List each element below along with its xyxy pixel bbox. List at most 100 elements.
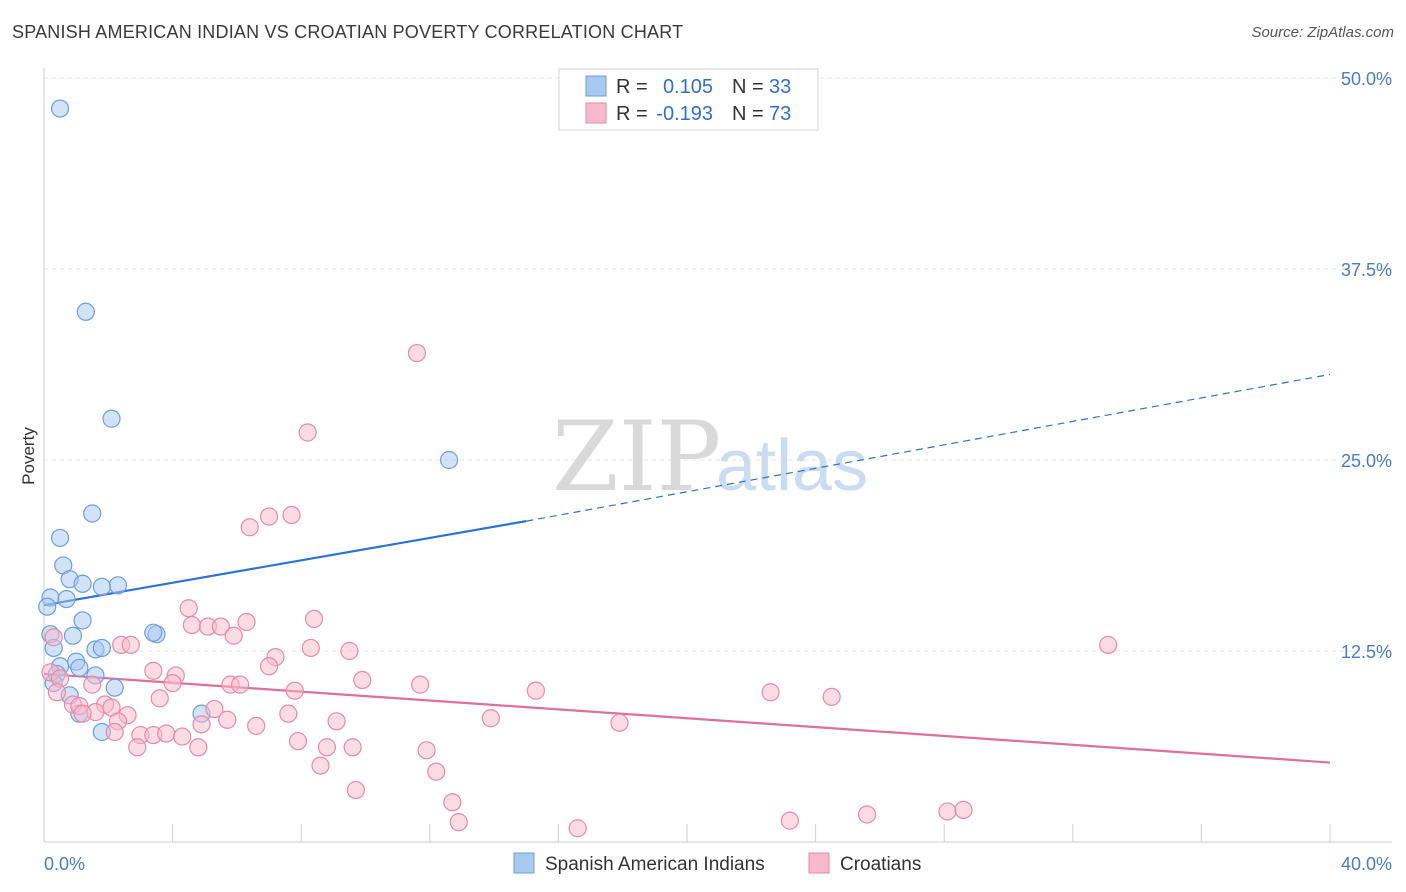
axes xyxy=(43,68,1392,843)
bottom-legend-label: Spanish American Indians xyxy=(545,854,765,875)
point-croatians xyxy=(353,670,372,690)
legend: R = 0.105 N = 33 R = -0.193 N = 73 xyxy=(558,68,819,131)
legend-n-value: 33 xyxy=(769,76,791,98)
point-spanish-american-indians xyxy=(105,678,124,697)
chart-title: SPANISH AMERICAN INDIAN VS CROATIAN POVE… xyxy=(12,22,684,42)
point-spanish-american-indians xyxy=(57,589,76,609)
point-croatians xyxy=(144,661,163,680)
point-croatians xyxy=(73,704,92,723)
source-label: Source: ZipAtlas.com xyxy=(1251,24,1394,41)
point-croatians xyxy=(343,738,362,757)
point-spanish-american-indians xyxy=(38,597,57,616)
bottom-legend-swatch xyxy=(808,852,830,874)
point-croatians xyxy=(179,599,198,618)
watermark-atlas: atlas xyxy=(716,426,868,506)
point-croatians xyxy=(205,699,224,719)
bottom-legend-swatch xyxy=(513,852,535,874)
point-croatians xyxy=(247,716,266,735)
legend-swatch xyxy=(585,75,607,97)
point-spanish-american-indians xyxy=(83,504,102,523)
point-croatians xyxy=(857,805,877,824)
trend-line-projection xyxy=(526,373,1331,522)
point-spanish-american-indians xyxy=(73,611,92,630)
x-tick-label: 0.0% xyxy=(44,854,85,874)
point-croatians xyxy=(157,724,176,743)
point-spanish-american-indians xyxy=(92,577,111,596)
point-spanish-american-indians xyxy=(76,302,95,321)
bottom-legend-label: Croatians xyxy=(840,854,921,875)
data-points xyxy=(38,99,1118,838)
y-tick-label: 37.5% xyxy=(1341,260,1392,280)
point-croatians xyxy=(189,738,208,757)
legend-r-label: R = xyxy=(616,76,648,98)
point-croatians xyxy=(211,617,230,636)
legend-n-value: 73 xyxy=(769,103,791,125)
point-croatians xyxy=(224,626,243,645)
tick-labels: 12.5% 25.0% 37.5% 50.0% 0.0% 40.0% xyxy=(44,69,1392,874)
grid-lines xyxy=(44,77,1392,652)
y-axis-label: Poverty xyxy=(19,427,38,485)
point-croatians xyxy=(417,741,436,760)
point-croatians xyxy=(237,612,256,632)
point-croatians xyxy=(259,657,279,676)
point-croatians xyxy=(105,722,124,742)
point-croatians xyxy=(317,738,337,757)
point-croatians xyxy=(83,675,102,694)
y-tick-label: 12.5% xyxy=(1341,642,1392,662)
y-tick-label: 25.0% xyxy=(1341,451,1392,471)
point-croatians xyxy=(279,704,298,723)
point-croatians xyxy=(304,609,324,629)
legend-n-label: N = xyxy=(732,76,764,98)
trend-line-croatians xyxy=(43,672,1331,764)
point-croatians xyxy=(411,675,430,694)
point-croatians xyxy=(121,635,140,654)
point-croatians xyxy=(150,689,169,708)
point-croatians xyxy=(610,713,629,732)
point-croatians xyxy=(182,615,201,635)
point-croatians xyxy=(346,780,365,800)
legend-r-value: -0.193 xyxy=(656,103,713,125)
point-spanish-american-indians xyxy=(144,623,163,642)
point-croatians xyxy=(259,507,279,526)
legend-r-value: 0.105 xyxy=(663,76,713,98)
point-croatians xyxy=(1099,635,1118,654)
point-croatians xyxy=(427,762,446,781)
legend-swatch xyxy=(585,102,607,124)
point-croatians xyxy=(298,423,317,442)
point-croatians xyxy=(128,738,147,757)
point-spanish-american-indians xyxy=(70,658,89,677)
point-croatians xyxy=(568,819,587,838)
legend-n-label: N = xyxy=(732,103,764,125)
point-spanish-american-indians xyxy=(50,528,70,548)
point-croatians xyxy=(938,802,957,821)
point-spanish-american-indians xyxy=(63,626,83,645)
point-croatians xyxy=(407,343,427,363)
point-croatians xyxy=(327,712,346,731)
point-croatians xyxy=(449,813,468,832)
point-spanish-american-indians xyxy=(73,574,92,593)
watermark: ZIP atlas xyxy=(552,401,868,513)
point-croatians xyxy=(761,683,780,702)
point-croatians xyxy=(163,673,182,693)
point-croatians xyxy=(822,687,841,706)
point-croatians xyxy=(311,756,330,775)
point-croatians xyxy=(47,683,66,702)
y-tick-label: 50.0% xyxy=(1341,69,1392,89)
point-spanish-american-indians xyxy=(50,99,70,118)
point-croatians xyxy=(44,628,63,647)
point-croatians xyxy=(192,715,211,734)
point-croatians xyxy=(231,675,250,694)
point-croatians xyxy=(288,732,308,751)
point-spanish-american-indians xyxy=(102,409,121,428)
x-tick-label: 40.0% xyxy=(1341,854,1392,874)
point-spanish-american-indians xyxy=(439,450,459,470)
point-croatians xyxy=(285,681,304,700)
point-croatians xyxy=(240,518,259,537)
watermark-zip: ZIP xyxy=(552,401,721,513)
point-croatians xyxy=(526,681,545,700)
point-croatians xyxy=(443,793,462,812)
point-croatians xyxy=(173,727,192,746)
point-croatians xyxy=(282,505,301,525)
point-spanish-american-indians xyxy=(92,638,111,658)
